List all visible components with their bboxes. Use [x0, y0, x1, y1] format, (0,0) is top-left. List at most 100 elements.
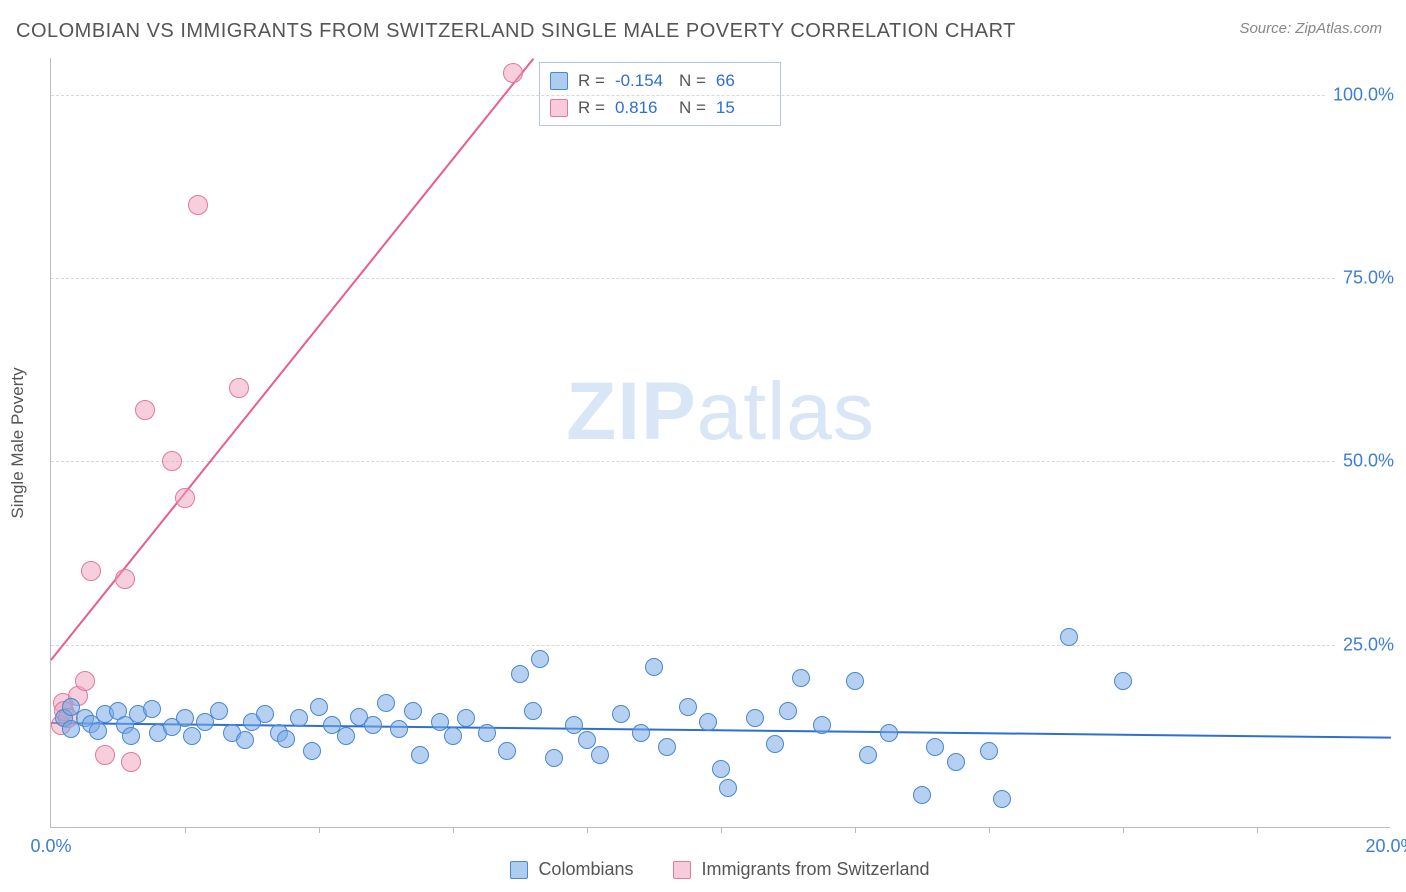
- x-tick-label: 20.0%: [1365, 836, 1406, 857]
- data-point: [121, 752, 141, 772]
- gridline: [51, 645, 1390, 646]
- legend-swatch-pink-icon: [673, 861, 691, 879]
- data-point: [277, 730, 295, 748]
- legend-item-blue: Colombians: [510, 859, 633, 880]
- data-point: [813, 716, 831, 734]
- data-point: [404, 702, 422, 720]
- data-point: [779, 702, 797, 720]
- data-point: [1060, 628, 1078, 646]
- legend-swatch-blue-icon: [510, 861, 528, 879]
- x-tick-mark: [855, 827, 856, 833]
- data-point: [95, 745, 115, 765]
- legend-label-blue: Colombians: [538, 859, 633, 880]
- stat-n-pink: 15: [716, 94, 770, 121]
- gridline: [51, 95, 1390, 96]
- stats-row-blue: R = -0.154 N = 66: [550, 67, 770, 94]
- chart-title: COLOMBIAN VS IMMIGRANTS FROM SWITZERLAND…: [16, 20, 1016, 43]
- data-point: [658, 738, 676, 756]
- data-point: [188, 195, 208, 215]
- data-point: [679, 698, 697, 716]
- y-tick-label: 75.0%: [1337, 268, 1394, 289]
- data-point: [431, 713, 449, 731]
- stat-n-blue: 66: [716, 67, 770, 94]
- data-point: [135, 400, 155, 420]
- data-point: [444, 727, 462, 745]
- legend-bottom: Colombians Immigrants from Switzerland: [50, 859, 1390, 880]
- y-axis-label: Single Male Poverty: [8, 367, 28, 518]
- y-tick-label: 50.0%: [1337, 451, 1394, 472]
- x-tick-mark: [989, 827, 990, 833]
- source-attribution: Source: ZipAtlas.com: [1239, 20, 1382, 37]
- x-tick-mark: [721, 827, 722, 833]
- data-point: [531, 650, 549, 668]
- data-point: [122, 727, 140, 745]
- data-point: [478, 724, 496, 742]
- x-tick-mark: [453, 827, 454, 833]
- data-point: [645, 658, 663, 676]
- data-point: [719, 779, 737, 797]
- data-point: [81, 561, 101, 581]
- data-point: [545, 749, 563, 767]
- stat-r-pink: 0.816: [615, 94, 669, 121]
- data-point: [143, 700, 161, 718]
- x-tick-mark: [185, 827, 186, 833]
- data-point: [115, 569, 135, 589]
- legend-label-pink: Immigrants from Switzerland: [701, 859, 929, 880]
- data-point: [524, 702, 542, 720]
- data-point: [712, 760, 730, 778]
- data-point: [846, 672, 864, 690]
- data-point: [612, 705, 630, 723]
- data-point: [565, 716, 583, 734]
- data-point: [310, 698, 328, 716]
- data-point: [859, 746, 877, 764]
- data-point: [947, 753, 965, 771]
- data-point: [236, 731, 254, 749]
- data-point: [913, 786, 931, 804]
- data-point: [591, 746, 609, 764]
- data-point: [175, 488, 195, 508]
- data-point: [337, 727, 355, 745]
- x-tick-label: 0.0%: [30, 836, 71, 857]
- data-point: [503, 63, 523, 83]
- swatch-blue-icon: [550, 72, 568, 90]
- x-tick-mark: [319, 827, 320, 833]
- y-tick-label: 25.0%: [1337, 634, 1394, 655]
- stat-r-blue: -0.154: [615, 67, 669, 94]
- data-point: [290, 709, 308, 727]
- data-point: [632, 724, 650, 742]
- data-point: [377, 694, 395, 712]
- y-tick-label: 100.0%: [1327, 84, 1394, 105]
- data-point: [364, 716, 382, 734]
- data-point: [89, 722, 107, 740]
- data-point: [457, 709, 475, 727]
- data-point: [578, 731, 596, 749]
- plot-region: ZIPatlas R = -0.154 N = 66 R = 0.816 N =…: [50, 58, 1390, 828]
- data-point: [792, 669, 810, 687]
- data-point: [210, 702, 228, 720]
- data-point: [229, 378, 249, 398]
- data-point: [390, 720, 408, 738]
- legend-item-pink: Immigrants from Switzerland: [673, 859, 929, 880]
- data-point: [926, 738, 944, 756]
- chart-area: Single Male Poverty ZIPatlas R = -0.154 …: [50, 58, 1390, 828]
- data-point: [162, 451, 182, 471]
- data-point: [880, 724, 898, 742]
- chart-header: COLOMBIAN VS IMMIGRANTS FROM SWITZERLAND…: [0, 0, 1406, 43]
- gridline: [51, 461, 1390, 462]
- x-tick-mark: [1123, 827, 1124, 833]
- data-point: [176, 709, 194, 727]
- data-point: [993, 790, 1011, 808]
- data-point: [303, 742, 321, 760]
- swatch-pink-icon: [550, 99, 568, 117]
- data-point: [1114, 672, 1132, 690]
- data-point: [980, 742, 998, 760]
- data-point: [766, 735, 784, 753]
- stats-row-pink: R = 0.816 N = 15: [550, 94, 770, 121]
- x-tick-mark: [587, 827, 588, 833]
- data-point: [75, 671, 95, 691]
- data-point: [511, 665, 529, 683]
- data-point: [746, 709, 764, 727]
- gridline: [51, 278, 1390, 279]
- data-point: [183, 727, 201, 745]
- watermark: ZIPatlas: [566, 365, 875, 459]
